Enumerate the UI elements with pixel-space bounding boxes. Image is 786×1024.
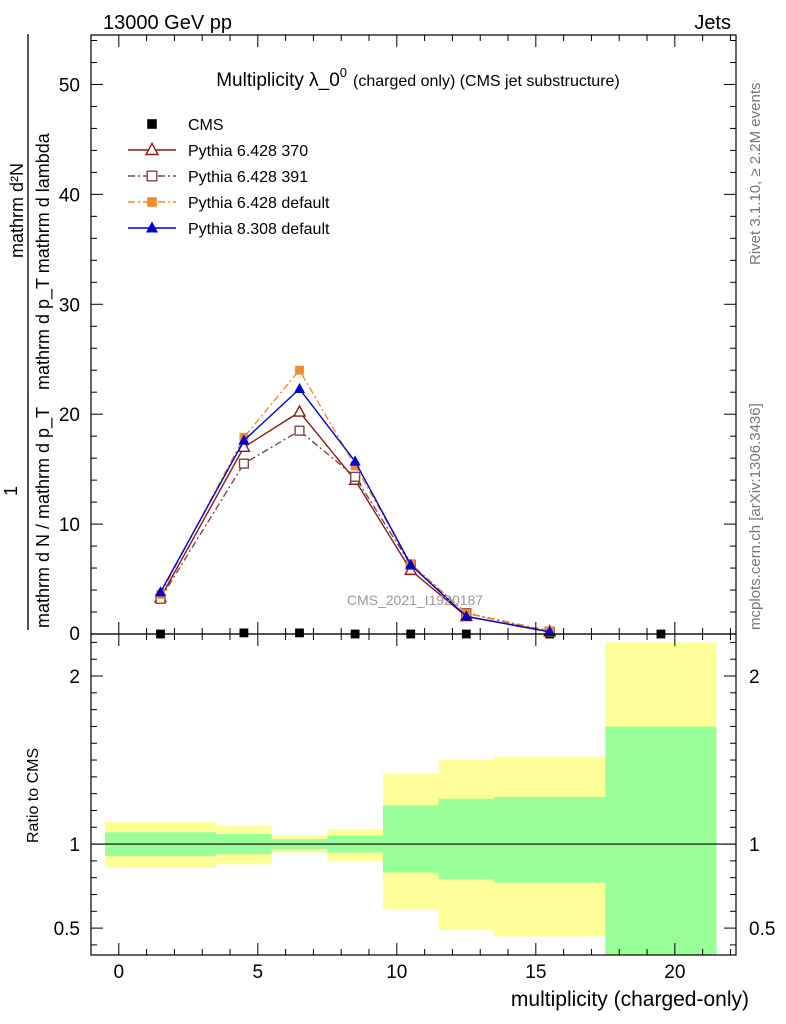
legend-label: Pythia 6.428 370 <box>188 143 308 160</box>
ratio-band-stat <box>382 805 439 873</box>
ratio-ticks <box>90 634 736 955</box>
data-point <box>147 119 157 129</box>
chart-title-rest: (charged only) (CMS jet substructure) <box>353 73 620 90</box>
x-tick-label: 20 <box>664 962 685 983</box>
x-tick-label: 15 <box>525 962 546 983</box>
legend-entry: Pythia 8.308 default <box>128 221 330 238</box>
y-tick-label: 10 <box>59 515 80 536</box>
ytick-zero: 0 <box>69 624 80 645</box>
chart-title-main: Multiplicity λ_0 <box>216 70 340 91</box>
legend-label: Pythia 8.308 default <box>188 221 330 238</box>
x-axis-label: multiplicity (charged-only) <box>511 988 749 1011</box>
y-tick-label: 50 <box>59 75 80 96</box>
ylabel-denominator-top: mathrm d p_T mathrm d lambda <box>33 132 54 390</box>
energy-label: 13000 GeV pp <box>103 12 232 34</box>
y-tick-label: 20 <box>59 405 80 426</box>
y-axis-label: mathrm d²N mathrm d p_T mathrm d lambda … <box>1 34 54 630</box>
x-tick-label: 5 <box>253 962 264 983</box>
legend-entry: Pythia 6.428 default <box>128 195 330 212</box>
ratio-band-stat <box>494 797 606 883</box>
mcplots-note: mcplots.cern.ch [arXiv:1306.3436] <box>747 403 764 630</box>
data-point <box>405 558 417 569</box>
data-point <box>350 461 360 471</box>
data-point <box>294 382 306 394</box>
ratio-tick-label-left: 0.5 <box>54 919 80 940</box>
ratio-tick-label-right: 0.5 <box>749 919 775 940</box>
y-tick-label: 40 <box>59 185 80 206</box>
legend-entry: CMS <box>147 117 224 134</box>
category-label: Jets <box>694 12 731 34</box>
main-plot-area <box>153 365 666 639</box>
x-tick-labels: 0 5 10 15 20 <box>114 962 686 983</box>
ratio-tick-label-right: 2 <box>749 667 760 688</box>
chart-title: Multiplicity λ_00 (charged only) (CMS jet… <box>216 65 620 91</box>
data-point <box>295 628 304 638</box>
data-point <box>460 610 472 621</box>
data-point <box>295 365 304 375</box>
data-point <box>294 425 305 436</box>
rivet-note: Rivet 3.1.10, ≥ 2.2M events <box>747 83 764 266</box>
data-point <box>146 170 158 182</box>
y-tick-label: 30 <box>59 295 80 316</box>
ratio-ylabel: Ratio to CMS <box>25 748 42 843</box>
legend-entry: Pythia 6.428 370 <box>128 141 308 160</box>
legend: CMS Pythia 6.428 370 Pythia 6.428 391 Pythi… <box>128 117 330 238</box>
legend-label: CMS <box>188 117 224 134</box>
ratio-frame <box>90 633 737 956</box>
main-tick-labels: 10 20 30 40 50 <box>59 75 80 536</box>
x-tick-label: 10 <box>386 962 407 983</box>
data-point <box>544 625 556 636</box>
chart-title-sup: 0 <box>340 65 347 80</box>
ratio-band-stat <box>605 726 717 955</box>
data-point <box>292 404 307 417</box>
ratio-tick-label-right: 1 <box>749 835 760 856</box>
ylabel-one: 1 <box>1 486 21 496</box>
ratio-tick-label-left: 2 <box>69 667 80 688</box>
data-point <box>144 141 160 156</box>
data-point <box>350 471 361 482</box>
ratio-bands <box>104 642 717 955</box>
analysis-label: CMS_2021_I1920187 <box>347 592 483 608</box>
x-tick-label: 0 <box>114 962 125 983</box>
main-ticks <box>90 35 736 634</box>
ylabel-numerator: mathrm d²N <box>7 163 27 258</box>
series-4 <box>155 382 556 636</box>
data-point <box>238 434 250 445</box>
ylabel-denominator-bottom: mathrm d N / mathrm d p_T <box>33 407 54 628</box>
data-point <box>239 628 249 638</box>
ratio-band-stat <box>438 798 495 880</box>
ratio-panel: 0.5 0.5 1 1 2 2 0 5 10 15 20 Ratio to CMS multipl… <box>25 633 776 1011</box>
data-point <box>147 197 157 207</box>
legend-label: Pythia 6.428 default <box>188 195 330 212</box>
data-point <box>349 455 361 466</box>
ratio-tick-labels: 0.5 0.5 1 1 2 2 <box>54 667 776 940</box>
data-point <box>238 458 250 469</box>
legend-entry: Pythia 6.428 391 <box>128 169 308 186</box>
legend-label: Pythia 6.428 391 <box>188 169 308 186</box>
data-point <box>155 586 167 597</box>
ratio-tick-label-left: 1 <box>69 835 80 856</box>
data-point <box>146 221 158 233</box>
